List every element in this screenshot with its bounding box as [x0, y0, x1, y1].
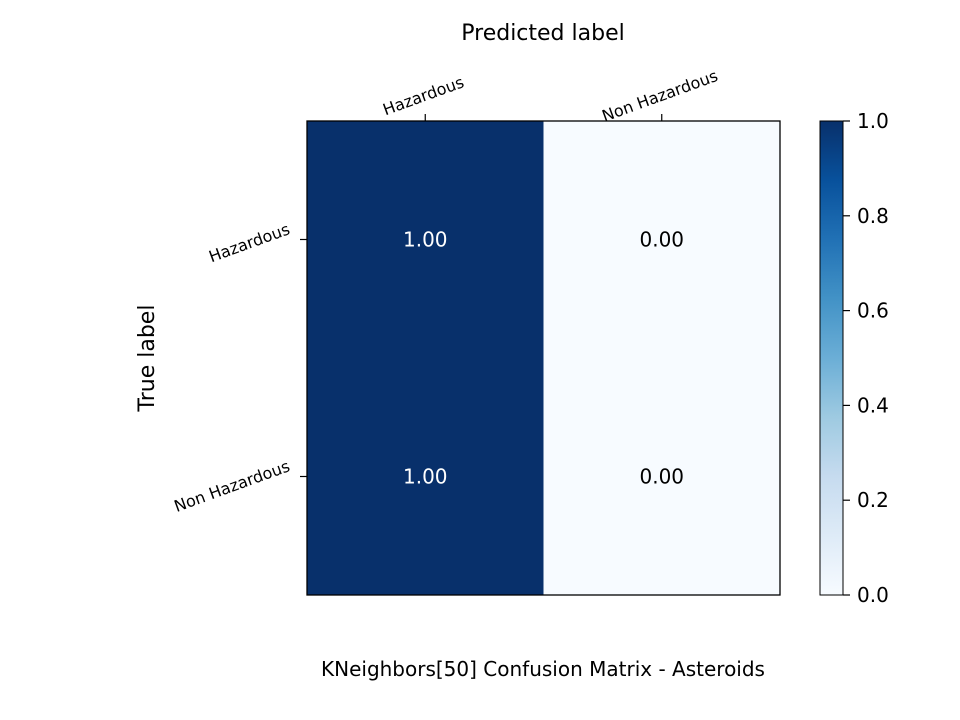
y-axis-title: True label [135, 305, 160, 413]
chart-caption: KNeighbors[50] Confusion Matrix - Astero… [321, 657, 765, 681]
heatmap-cell [543, 121, 781, 359]
colorbar-tick-label: 0.2 [857, 488, 889, 512]
heatmap-cells [307, 121, 781, 596]
y-tick-label: Non Hazardous [171, 456, 292, 515]
x-axis-title: Predicted label [461, 21, 624, 46]
y-axis-ticks: Hazardous Non Hazardous [171, 219, 307, 516]
x-tick-label: Hazardous [380, 72, 466, 119]
cell-value-label: 1.00 [403, 228, 448, 252]
colorbar [819, 120, 844, 596]
cell-value-label: 0.00 [639, 228, 684, 252]
colorbar-tick-label: 0.8 [857, 204, 889, 228]
colorbar-tick-label: 0.4 [857, 393, 889, 417]
x-tick-label: Non Hazardous [599, 66, 720, 125]
heatmap-cell [307, 358, 544, 596]
heatmap-cell [307, 121, 544, 359]
colorbar-tick-label: 1.0 [857, 109, 889, 133]
heatmap-cell-labels: 1.00 0.00 1.00 0.00 [403, 228, 684, 489]
cell-value-label: 1.00 [403, 465, 448, 489]
heatmap-cell [543, 358, 781, 596]
y-tick-label: Hazardous [206, 219, 292, 266]
plot-frame [306, 120, 781, 596]
colorbar-ticks: 0.0 0.2 0.4 0.6 0.8 1.0 [843, 109, 889, 607]
colorbar-tick-label: 0.6 [857, 299, 889, 323]
x-axis-ticks: Hazardous Non Hazardous [380, 66, 720, 125]
cell-value-label: 0.00 [639, 465, 684, 489]
colorbar-tick-label: 0.0 [857, 583, 889, 607]
